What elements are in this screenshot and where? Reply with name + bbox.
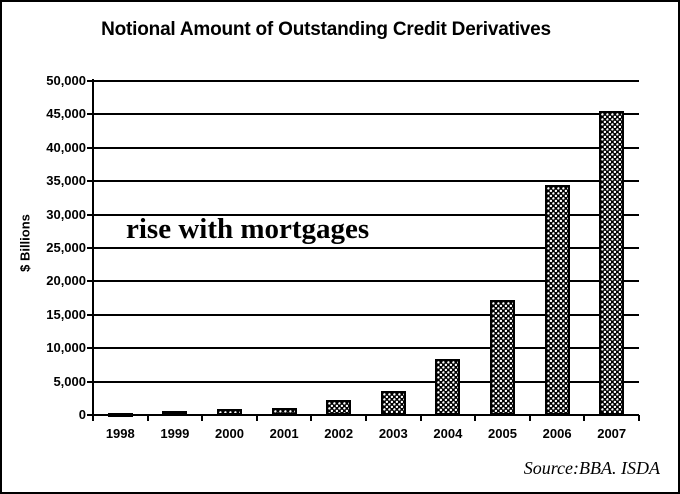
y-axis-tick — [87, 146, 93, 149]
y-tick-label: 5,000 — [53, 373, 86, 389]
x-tick-label: 1999 — [160, 426, 190, 441]
y-axis-tick — [87, 80, 93, 82]
x-axis-tick — [419, 415, 422, 421]
bar-2004 — [435, 359, 461, 415]
gridline — [93, 80, 639, 82]
gridline — [93, 280, 639, 283]
y-axis-tick — [87, 313, 93, 316]
x-axis-tick — [528, 415, 531, 421]
y-axis-tick — [87, 280, 93, 283]
gridline — [93, 113, 639, 116]
x-tick-label: 2001 — [269, 426, 299, 441]
x-tick-label: 2003 — [378, 426, 408, 441]
y-tick-label: 20,000 — [46, 273, 86, 289]
y-axis-tick — [87, 347, 93, 350]
y-tick-label: 40,000 — [46, 139, 86, 155]
x-tick-label: 2004 — [433, 426, 463, 441]
y-tick-label: 45,000 — [46, 106, 86, 122]
x-tick-label: 2005 — [488, 426, 517, 441]
bar-2000 — [217, 409, 242, 415]
y-axis-tick — [87, 180, 93, 183]
y-tick-label: 15,000 — [46, 306, 86, 322]
bar-1999 — [162, 411, 188, 415]
y-tick-label: 10,000 — [46, 340, 86, 356]
x-tick-label: 2006 — [542, 426, 572, 441]
y-axis-line — [92, 79, 94, 421]
bar-2003 — [380, 391, 406, 415]
x-axis-tick — [583, 415, 586, 421]
annotation-text: rise with mortgages — [126, 213, 370, 245]
y-tick-label: 0 — [78, 407, 86, 422]
y-tick-label: 30,000 — [46, 206, 86, 222]
bar-2007 — [599, 111, 625, 415]
gridline — [93, 180, 639, 183]
x-axis-tick — [146, 415, 149, 421]
x-axis-tick — [310, 415, 313, 421]
y-axis-tick — [87, 380, 93, 383]
x-tick-label: 2007 — [597, 426, 627, 441]
bar-1998 — [107, 413, 133, 417]
x-axis-tick — [474, 415, 477, 421]
gridline — [93, 313, 639, 316]
x-axis-tick — [255, 415, 258, 421]
y-axis-tick — [87, 213, 93, 216]
x-tick-label: 2002 — [324, 426, 354, 441]
x-axis-tick — [365, 415, 367, 421]
x-axis-tick — [92, 415, 94, 421]
y-axis-tick — [87, 414, 93, 416]
x-axis-tick — [638, 415, 640, 421]
gridline — [93, 380, 639, 383]
x-tick-label: 2000 — [215, 426, 244, 441]
x-axis-tick — [201, 415, 204, 421]
bar-2006 — [544, 185, 570, 415]
bar-2001 — [271, 408, 297, 415]
x-tick-label: 1998 — [105, 426, 135, 441]
y-tick-label: 50,000 — [46, 73, 86, 88]
chart-title: Notional Amount of Outstanding Credit De… — [101, 19, 551, 40]
y-axis-tick — [87, 247, 93, 249]
y-axis-tick — [87, 113, 93, 116]
source-text: Source:BBA. ISDA — [523, 458, 660, 478]
bar-2005 — [490, 300, 515, 415]
gridline — [93, 347, 639, 350]
bar-2002 — [326, 400, 352, 415]
gridline — [93, 213, 639, 216]
y-tick-label: 35,000 — [46, 173, 86, 189]
y-tick-label: 25,000 — [46, 240, 86, 255]
gridline — [93, 247, 639, 249]
gridline — [93, 146, 639, 149]
